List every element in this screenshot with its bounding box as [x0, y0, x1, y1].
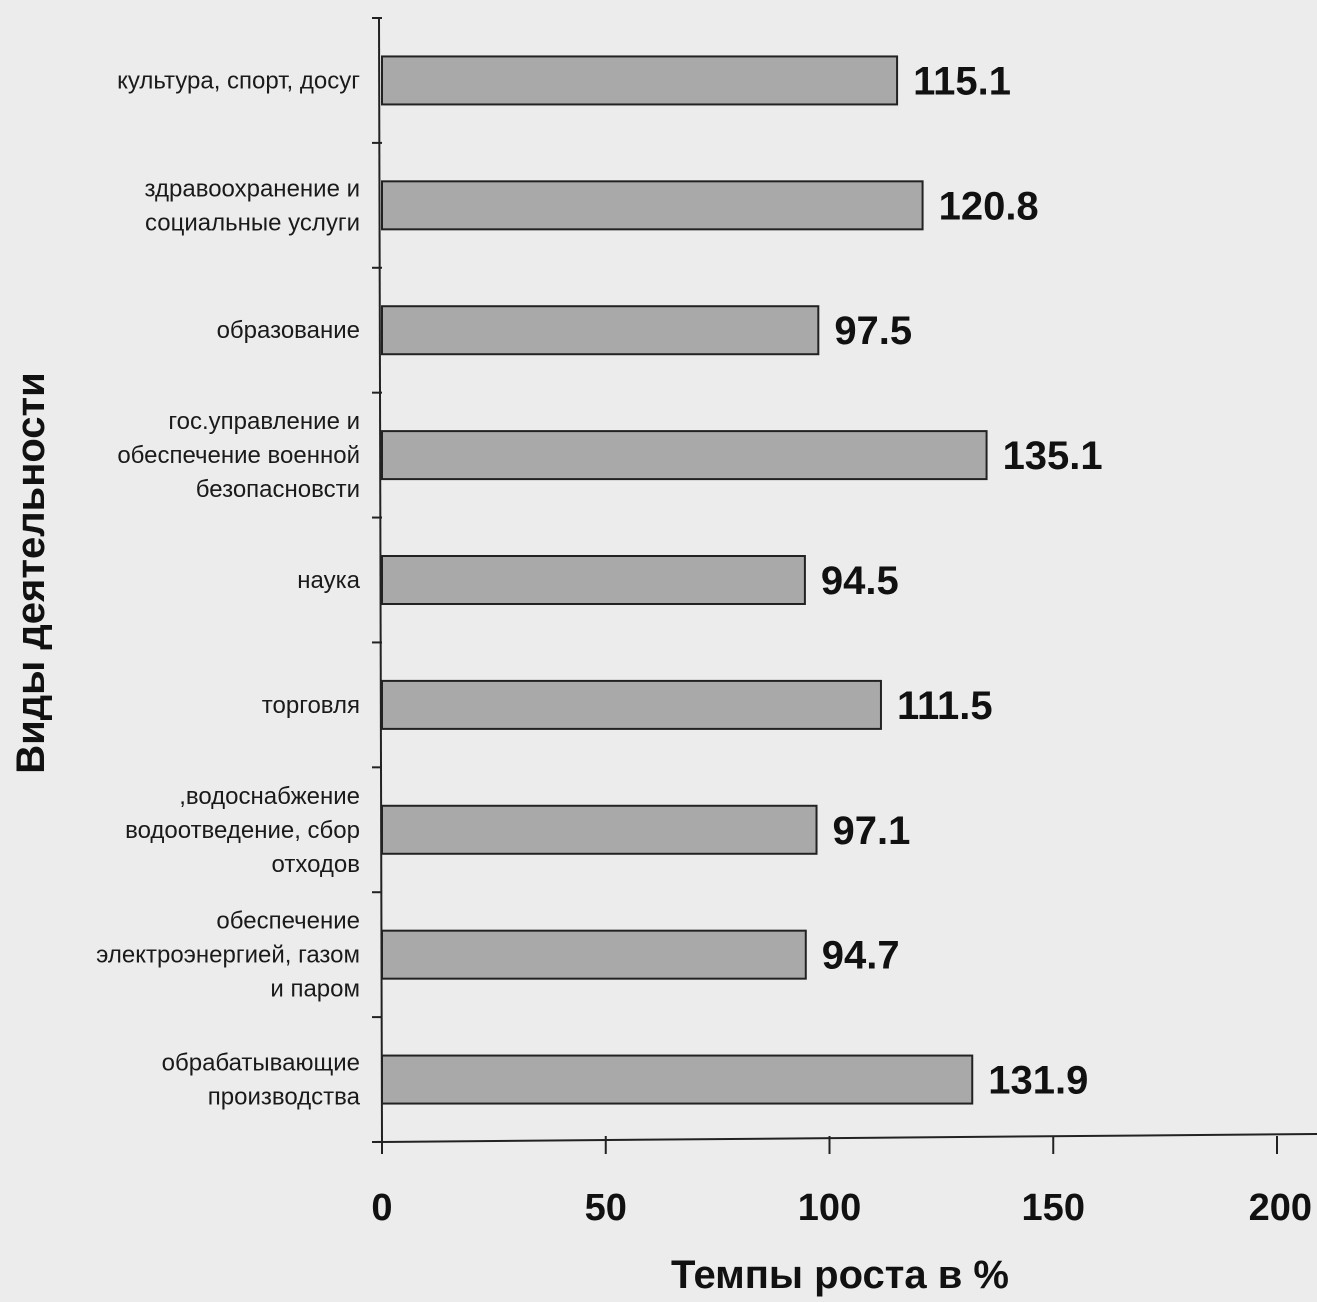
category-label-line: производства	[208, 1084, 361, 1111]
category-label: ,водоснабжение водоотведение, сбор отходов	[125, 783, 360, 878]
bar	[381, 305, 820, 356]
category-label: образование	[217, 317, 360, 344]
x-tick-label: 0	[371, 1187, 392, 1229]
category-label-line: наука	[297, 567, 360, 594]
bar	[381, 804, 818, 855]
category-label-line: безопасновсти	[196, 476, 360, 503]
bars: 115.1 120.8 97.5 135.1 94.5 111.5 97.1 94.7 131.…	[381, 55, 1103, 1105]
category-label-line: отходов	[272, 851, 360, 878]
x-axis-title: Темпы роста в %	[671, 1253, 1009, 1297]
category-label: обрабатывающие производства	[162, 1050, 361, 1111]
bar	[381, 55, 899, 106]
category-label: культура, спорт, досуг	[117, 67, 360, 94]
category-label-line: торговля	[262, 692, 360, 719]
category-label-line: электроэнергией, газом	[96, 942, 360, 969]
value-label: 97.1	[833, 809, 911, 853]
value-label: 97.5	[834, 309, 912, 353]
y-axis-title: Виды деятельности	[9, 372, 53, 773]
value-label: 94.7	[822, 934, 900, 978]
value-label: 94.5	[821, 559, 899, 603]
category-label-line: образование	[217, 317, 360, 344]
category-label: здравоохранение и социальные услуги	[145, 175, 360, 236]
category-label-line: социальные услуги	[145, 209, 360, 236]
category-label: обеспечение электроэнергией, газом и паром	[96, 908, 360, 1003]
category-label-line: ,водоснабжение	[179, 783, 360, 810]
value-label: 111.5	[897, 684, 993, 728]
bar	[381, 555, 806, 605]
x-axis-line	[373, 1133, 1317, 1143]
x-axis: 0 50 100 150 200	[371, 1133, 1317, 1229]
bar	[381, 929, 807, 980]
x-tick-label: 100	[798, 1187, 861, 1229]
category-label-line: и паром	[270, 976, 360, 1003]
y-axis: культура, спорт, досуг здравоохранение и с…	[96, 17, 383, 1143]
value-label: 120.8	[939, 184, 1039, 228]
x-tick-label: 50	[585, 1187, 627, 1229]
bar	[381, 180, 924, 231]
category-label-line: культура, спорт, досуг	[117, 67, 360, 94]
category-label: наука	[297, 567, 360, 594]
value-label: 135.1	[1003, 434, 1103, 478]
bar	[381, 679, 882, 730]
x-tick-label: 200	[1249, 1187, 1312, 1229]
category-label-line: гос.управление и	[168, 408, 360, 435]
bar	[381, 1054, 974, 1105]
category-label-line: обрабатывающие	[162, 1050, 360, 1077]
category-label-line: обеспечение военной	[117, 442, 360, 469]
value-label: 131.9	[988, 1059, 1088, 1103]
category-label-line: обеспечение	[216, 908, 360, 935]
value-label: 115.1	[913, 59, 1011, 103]
category-label: гос.управление и обеспечение военной безоп…	[117, 408, 360, 503]
category-label: торговля	[262, 692, 360, 719]
category-label-line: здравоохранение и	[145, 175, 360, 202]
bar	[381, 430, 988, 481]
category-label-line: водоотведение, сбор	[125, 817, 360, 844]
x-tick-label: 150	[1022, 1187, 1085, 1229]
